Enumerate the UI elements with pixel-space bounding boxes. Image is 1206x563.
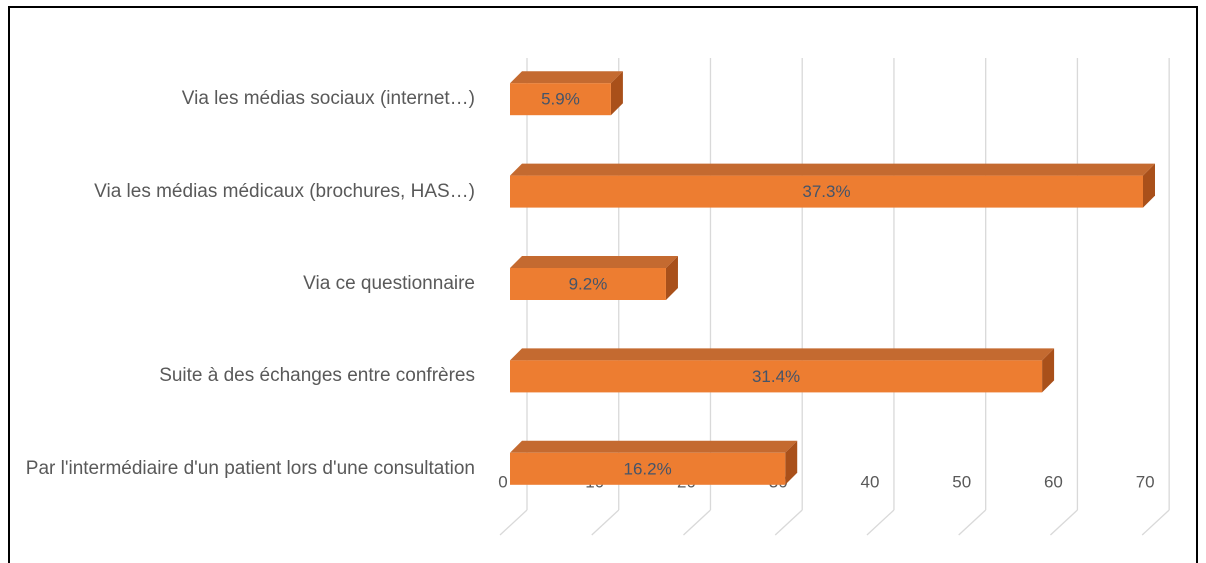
x-tick-label: 0 — [498, 472, 507, 491]
grid-floor — [591, 509, 620, 536]
bar-top — [510, 71, 623, 84]
bar — [510, 452, 786, 485]
bar — [510, 83, 611, 116]
y-tick-label: Via ce questionnaire — [303, 273, 475, 294]
bar-top — [510, 256, 678, 268]
bar-top — [510, 440, 798, 453]
y-tick-label: Via les médias médicaux (brochures, HAS…… — [94, 180, 475, 202]
bar — [510, 268, 666, 300]
bar-top — [510, 348, 1055, 361]
grid-floor — [866, 509, 895, 536]
bar-side — [610, 71, 623, 116]
value-label: 31.4% — [752, 367, 800, 386]
y-tick-label: Via les médias sociaux (internet…) — [181, 88, 475, 110]
value-label: 9.2% — [569, 274, 608, 293]
bar — [510, 360, 1043, 393]
x-tick-label: 60 — [1044, 472, 1063, 491]
chart-border — [8, 6, 1198, 563]
grid-floor — [1141, 509, 1170, 536]
bar-top — [510, 163, 1155, 176]
grid-floor — [683, 509, 711, 536]
value-label: 16.2% — [624, 459, 672, 478]
x-tick-label: 70 — [1136, 472, 1155, 491]
grid-floor — [1049, 509, 1078, 536]
bar-side — [1143, 163, 1155, 208]
grid-floor — [958, 509, 987, 536]
bar-side — [1042, 348, 1055, 393]
value-label: 37.3% — [802, 182, 850, 201]
bar-side — [665, 256, 678, 300]
y-tick-label: Par l'intermédiaire d'un patient lors d'… — [25, 457, 475, 479]
bar — [510, 175, 1143, 208]
y-tick-label: Suite à des échanges entre confrères — [159, 365, 475, 387]
x-tick-label: 50 — [952, 472, 971, 491]
bar-side — [785, 440, 798, 485]
grid-floor — [499, 509, 528, 536]
grid-floor — [774, 509, 803, 536]
value-label: 5.9% — [541, 90, 580, 109]
x-tick-label: 40 — [860, 472, 879, 491]
